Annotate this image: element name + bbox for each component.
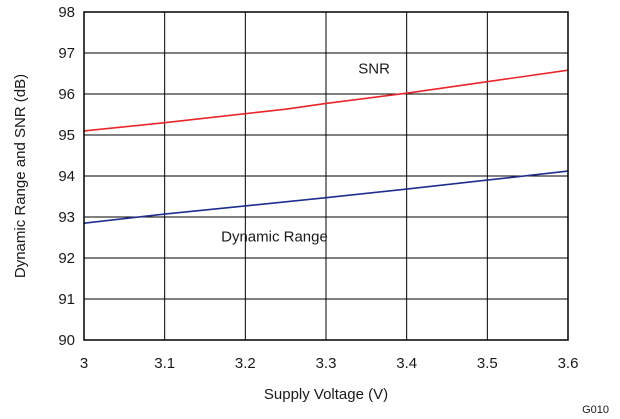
x-tick-label: 3.4 bbox=[396, 355, 417, 372]
y-tick-label: 92 bbox=[58, 250, 75, 267]
x-tick-label: 3.3 bbox=[316, 355, 337, 372]
y-tick-label: 94 bbox=[58, 168, 75, 185]
x-axis-title: Supply Voltage (V) bbox=[264, 386, 388, 403]
x-tick-label: 3.6 bbox=[558, 355, 579, 372]
series-label-dynamic-range: Dynamic Range bbox=[221, 229, 328, 246]
y-tick-label: 90 bbox=[58, 332, 75, 349]
y-tick-labels: 90 91 92 93 94 95 96 97 98 bbox=[58, 4, 75, 349]
x-tick-label: 3 bbox=[80, 355, 88, 372]
series-lines bbox=[83, 69, 569, 224]
series-label-snr: SNR bbox=[358, 61, 390, 78]
x-tick-label: 3.5 bbox=[477, 355, 498, 372]
y-tick-label: 95 bbox=[58, 127, 75, 144]
y-tick-label: 98 bbox=[58, 4, 75, 21]
y-axis-title: Dynamic Range and SNR (dB) bbox=[12, 74, 29, 278]
x-tick-label: 3.2 bbox=[235, 355, 256, 372]
plot-frame bbox=[83, 11, 569, 341]
y-tick-label: 91 bbox=[58, 291, 75, 308]
y-tick-label: 97 bbox=[58, 45, 75, 62]
y-tick-label: 96 bbox=[58, 86, 75, 103]
series-annotations: SNR Dynamic Range bbox=[221, 61, 390, 246]
grid bbox=[84, 12, 568, 340]
series-line-snr bbox=[83, 69, 569, 132]
y-tick-label: 93 bbox=[58, 209, 75, 226]
x-tick-label: 3.1 bbox=[154, 355, 175, 372]
figure-code: G010 bbox=[582, 404, 609, 416]
x-tick-labels: 3 3.1 3.2 3.3 3.4 3.5 3.6 bbox=[80, 355, 579, 372]
series-line-dynamic-range bbox=[83, 170, 569, 224]
